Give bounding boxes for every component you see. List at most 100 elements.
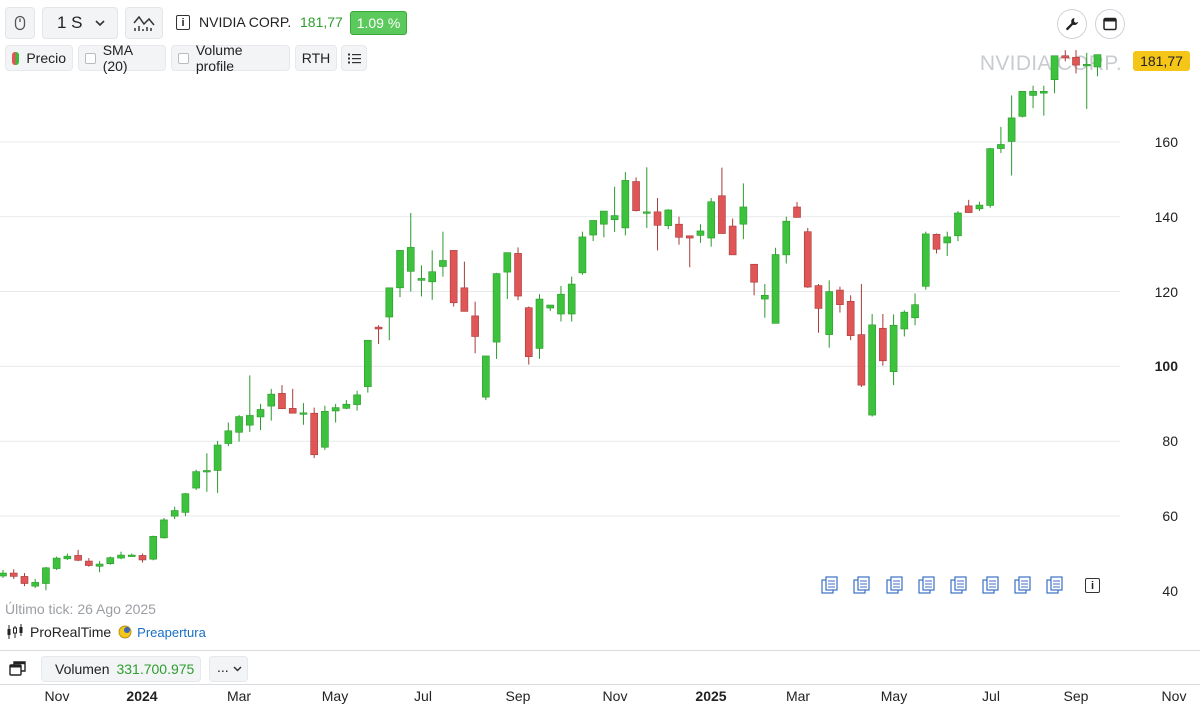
document-icon[interactable] <box>1014 576 1032 594</box>
candle-body <box>85 560 93 566</box>
x-tick-label: Sep <box>505 688 531 704</box>
document-icon[interactable] <box>950 576 968 594</box>
candle <box>449 250 458 307</box>
candle <box>986 147 994 208</box>
x-tick-label: Nov <box>602 688 628 704</box>
candle <box>439 231 447 277</box>
sma-toggle[interactable]: SMA (20) <box>78 42 166 74</box>
candle-body <box>846 300 855 337</box>
candle-body <box>514 253 522 297</box>
candle-body <box>632 181 640 212</box>
candle-body <box>1029 91 1037 96</box>
candle-body <box>492 273 501 343</box>
timeframe-select[interactable]: 1 S <box>42 7 118 39</box>
candle <box>600 210 608 238</box>
candle <box>653 197 662 251</box>
candle-body <box>106 557 115 564</box>
document-icon[interactable] <box>821 576 839 594</box>
sma-checkbox <box>85 52 96 64</box>
indicators-button[interactable] <box>125 7 163 39</box>
volume-profile-checkbox <box>178 52 189 64</box>
document-icon[interactable] <box>853 576 871 594</box>
candle <box>1018 91 1027 118</box>
candle <box>482 355 490 401</box>
event-info-button[interactable]: i <box>1085 578 1100 593</box>
candle-body <box>288 408 297 414</box>
chart-grid <box>0 141 1120 517</box>
document-icon[interactable] <box>886 576 904 594</box>
candle <box>460 261 469 312</box>
candle <box>975 201 984 212</box>
candle-body <box>557 293 565 315</box>
candle-body <box>589 220 597 236</box>
more-label: ... <box>217 659 229 675</box>
candle <box>342 400 351 410</box>
info-icon: i <box>181 16 185 29</box>
candle-body <box>439 260 447 267</box>
document-icon[interactable] <box>918 576 936 594</box>
candlestick-logo-icon <box>7 624 23 639</box>
candle-body <box>1093 54 1102 68</box>
panel-window-button[interactable] <box>9 660 27 678</box>
candle <box>825 280 834 348</box>
candle-body <box>911 304 919 319</box>
candle-body <box>1040 91 1048 94</box>
candle <box>321 405 329 450</box>
price-toggle[interactable]: Precio <box>5 45 73 71</box>
instrument-name[interactable]: NVIDIA CORP. <box>199 14 292 30</box>
candle <box>761 284 769 318</box>
candle-body <box>1018 91 1027 117</box>
panel-divider <box>0 650 1200 651</box>
candle <box>1007 95 1016 176</box>
candle <box>385 287 394 341</box>
document-icon[interactable] <box>1046 576 1064 594</box>
candle-body <box>203 470 211 473</box>
rth-toggle[interactable]: RTH <box>295 45 337 71</box>
candle-body <box>471 315 479 337</box>
candle <box>868 314 876 417</box>
candle <box>503 252 512 300</box>
x-axis-divider <box>0 684 1200 685</box>
candle-body <box>245 415 254 426</box>
candle <box>782 216 791 264</box>
candle-body <box>256 409 265 418</box>
candle-body <box>889 324 898 372</box>
candle-body <box>42 567 50 584</box>
candle-body <box>524 307 533 357</box>
candle-body <box>117 554 125 559</box>
candle <box>353 390 361 411</box>
candle-body <box>836 289 844 305</box>
candle-body <box>460 287 469 312</box>
window-button[interactable] <box>1095 9 1125 39</box>
volume-toggle[interactable]: Volumen 331.700.975 <box>41 656 201 682</box>
x-tick-label: 2024 <box>126 688 158 704</box>
instrument-info-button[interactable]: i <box>176 15 190 30</box>
candle-body <box>621 180 630 229</box>
candle <box>793 202 801 218</box>
x-tick-label: Mar <box>785 688 811 704</box>
candle-body <box>825 291 834 335</box>
candle-body <box>707 201 715 239</box>
volume-profile-toggle[interactable]: Volume profile <box>171 42 290 74</box>
candle-body <box>535 298 544 349</box>
candle <box>911 293 919 326</box>
chart-layout-button[interactable] <box>5 7 35 39</box>
candle <box>52 556 61 571</box>
candle-body <box>1072 56 1080 66</box>
candle <box>921 231 930 290</box>
indicator-list-button[interactable] <box>341 45 367 71</box>
session-status-label[interactable]: Preapertura <box>137 624 206 640</box>
wrench-icon <box>1066 18 1078 31</box>
candle <box>127 553 136 557</box>
last-price-label: 181,77 <box>1133 51 1190 71</box>
mouse-icon <box>14 15 26 31</box>
candle <box>299 403 308 425</box>
candle-body <box>1061 55 1070 59</box>
candle-body <box>1007 117 1016 142</box>
settings-button[interactable] <box>1057 9 1087 39</box>
candle <box>642 167 651 228</box>
document-icon[interactable] <box>982 576 1000 594</box>
x-tick-label: May <box>880 688 908 704</box>
volume-more-menu[interactable]: ... <box>209 656 248 682</box>
